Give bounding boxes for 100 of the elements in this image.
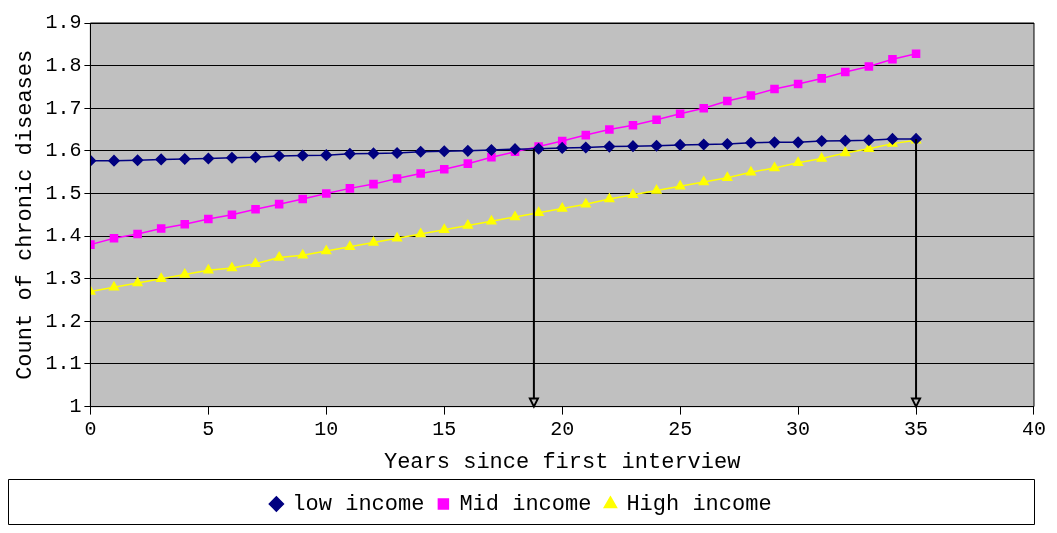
point <box>675 180 686 190</box>
point <box>509 143 521 155</box>
point <box>108 154 120 167</box>
point <box>581 130 591 140</box>
point <box>344 148 356 160</box>
point <box>603 140 616 153</box>
point <box>249 151 262 164</box>
point <box>580 141 592 154</box>
point <box>557 202 568 212</box>
point <box>297 249 308 259</box>
y-tick-label: 1.1 <box>45 352 82 376</box>
point <box>203 264 214 274</box>
point <box>298 194 307 204</box>
point <box>532 142 545 155</box>
point <box>414 145 427 158</box>
point <box>439 164 449 174</box>
point <box>674 139 686 151</box>
point <box>792 136 804 149</box>
y-tick-label: 1.5 <box>45 181 82 205</box>
point <box>627 189 639 199</box>
point <box>723 96 732 106</box>
point <box>840 67 850 77</box>
point <box>509 211 521 221</box>
legend-label: Mid income <box>459 491 592 517</box>
x-tick-label: 35 <box>904 417 929 441</box>
point <box>251 204 260 214</box>
y-tick-label: 1.6 <box>45 139 82 163</box>
point <box>274 199 284 209</box>
point <box>770 84 779 94</box>
point <box>227 210 237 220</box>
point <box>840 147 851 157</box>
x-tick-label: 25 <box>668 417 693 441</box>
point <box>391 232 403 242</box>
point <box>697 138 710 151</box>
point <box>817 74 826 83</box>
point <box>463 159 473 168</box>
point <box>344 241 355 251</box>
point <box>580 198 591 208</box>
point <box>746 91 756 100</box>
point <box>180 219 190 229</box>
point <box>155 153 167 166</box>
y-tick-label: 1.7 <box>45 96 82 120</box>
y-tick-label: 1 <box>69 394 82 418</box>
point <box>320 149 333 161</box>
point <box>202 152 215 165</box>
x-axis-title: Years since first interview <box>383 449 741 475</box>
point <box>652 115 661 125</box>
point <box>816 152 827 162</box>
point <box>627 140 639 152</box>
point <box>745 166 756 176</box>
point <box>533 206 544 216</box>
point <box>156 224 166 233</box>
x-tick-label: 40 <box>1021 417 1047 441</box>
point <box>675 109 685 119</box>
point <box>864 62 874 71</box>
point <box>321 245 332 255</box>
point <box>485 144 498 156</box>
point <box>556 142 568 154</box>
point <box>699 103 709 113</box>
x-tick-label: 0 <box>84 417 97 441</box>
point <box>296 149 309 162</box>
point <box>604 193 615 203</box>
point <box>369 179 378 189</box>
point <box>651 184 662 194</box>
point <box>911 49 921 58</box>
point <box>605 125 614 134</box>
point <box>226 151 238 164</box>
point <box>839 134 852 147</box>
point <box>345 184 355 193</box>
point <box>462 219 473 229</box>
y-tick-label: 1.4 <box>45 224 82 248</box>
point <box>462 145 474 157</box>
point <box>204 214 213 224</box>
point <box>322 189 331 198</box>
y-axis-title: Count of chronic diseases <box>13 49 39 380</box>
point <box>367 147 380 160</box>
x-tick-label: 5 <box>202 417 215 441</box>
x-tick-label: 20 <box>550 417 575 441</box>
point <box>133 229 142 239</box>
y-tick-label: 1.8 <box>45 53 82 77</box>
point <box>368 236 379 246</box>
point <box>769 162 780 172</box>
point <box>487 152 496 162</box>
point <box>391 147 403 159</box>
y-tick-label: 1.3 <box>45 267 82 291</box>
point <box>768 136 781 149</box>
point <box>863 134 875 146</box>
point <box>415 228 426 238</box>
point <box>416 169 425 178</box>
x-tick-label: 15 <box>432 417 457 441</box>
point <box>815 135 828 147</box>
point <box>273 150 285 162</box>
x-tick-label: 30 <box>786 417 811 441</box>
point <box>226 262 238 272</box>
point <box>274 251 285 261</box>
point <box>132 277 143 287</box>
x-tick-label: 10 <box>314 417 339 441</box>
legend-label: High income <box>626 491 772 517</box>
point <box>131 154 144 166</box>
point <box>108 281 120 291</box>
